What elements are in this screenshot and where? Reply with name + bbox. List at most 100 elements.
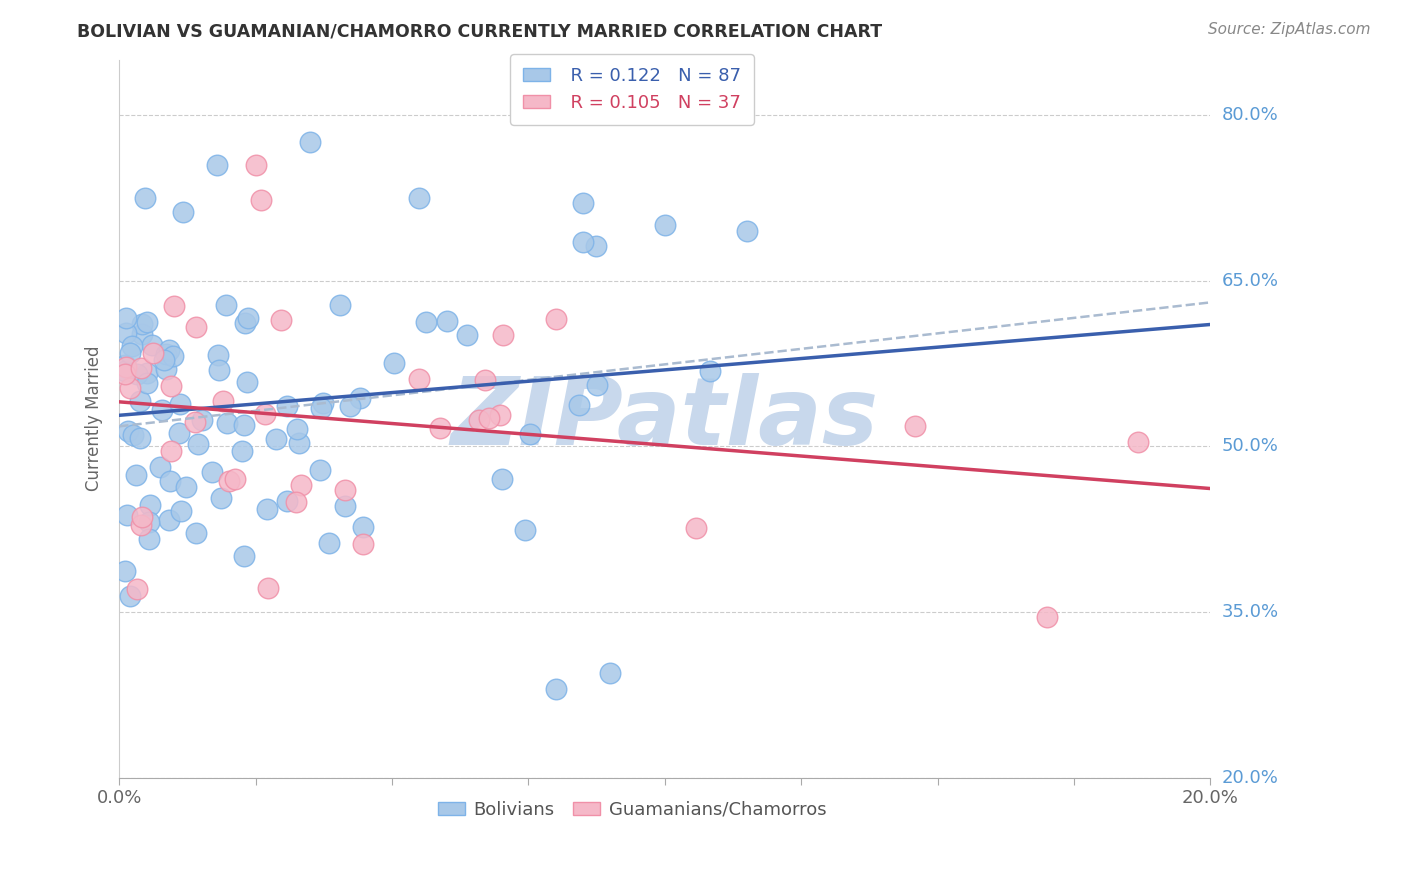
Point (186, 525, 208, 540)
Point (249, 193, 271, 207)
Point (215, 298, 238, 312)
Point (114, 311, 136, 326)
Point (118, 589, 141, 603)
Point (218, 475, 240, 489)
Point (169, 397, 191, 411)
Point (352, 537, 374, 551)
Text: BOLIVIAN VS GUAMANIAN/CHAMORRO CURRENTLY MARRIED CORRELATION CHART: BOLIVIAN VS GUAMANIAN/CHAMORRO CURRENTLY… (77, 22, 883, 40)
Point (236, 376, 259, 390)
Point (256, 502, 278, 516)
Point (284, 494, 307, 508)
Point (415, 315, 437, 329)
Point (285, 422, 308, 436)
Text: 65.0%: 65.0% (1222, 271, 1278, 290)
Text: 80.0%: 80.0% (1222, 106, 1278, 124)
Point (187, 437, 209, 451)
Point (138, 532, 160, 546)
Point (163, 299, 186, 313)
Point (160, 444, 183, 458)
Point (155, 347, 177, 361)
Point (149, 459, 172, 474)
Point (699, 364, 721, 378)
Point (183, 415, 205, 429)
Text: 20.0%: 20.0% (1222, 769, 1278, 787)
Point (299, 136, 322, 150)
Point (544, 312, 567, 326)
Point (122, 428, 145, 442)
Point (207, 157, 229, 171)
Point (232, 549, 254, 563)
Point (257, 582, 280, 596)
Point (254, 407, 277, 421)
Point (114, 359, 136, 373)
Point (408, 372, 430, 386)
Point (162, 349, 184, 363)
Text: Source: ZipAtlas.com: Source: ZipAtlas.com (1208, 22, 1371, 37)
Point (136, 376, 159, 390)
Point (152, 402, 174, 417)
Point (1128, 434, 1150, 449)
Point (685, 521, 707, 535)
Point (474, 373, 496, 387)
Point (135, 367, 157, 381)
Point (125, 367, 148, 381)
Point (238, 311, 260, 326)
Point (191, 413, 214, 427)
Point (186, 319, 208, 334)
Text: ZIPatlas: ZIPatlas (451, 373, 879, 465)
Point (233, 316, 256, 330)
Point (129, 431, 152, 445)
Point (436, 314, 458, 328)
Point (735, 224, 758, 238)
Point (309, 401, 332, 415)
Point (276, 494, 298, 508)
Point (456, 327, 478, 342)
Point (114, 564, 136, 578)
Point (333, 483, 356, 498)
Point (266, 432, 288, 446)
Point (169, 425, 191, 440)
Point (544, 682, 567, 697)
Point (129, 360, 152, 375)
Point (131, 326, 153, 341)
Point (478, 411, 501, 425)
Point (211, 394, 233, 409)
Point (160, 379, 183, 393)
Point (290, 478, 312, 492)
Point (157, 513, 180, 527)
Point (245, 157, 267, 171)
Point (153, 352, 176, 367)
Point (114, 326, 136, 341)
Point (586, 378, 609, 392)
Point (382, 356, 405, 370)
Point (568, 398, 591, 412)
Point (318, 536, 340, 550)
Point (118, 381, 141, 395)
Point (209, 491, 232, 505)
Point (138, 498, 160, 512)
Text: 50.0%: 50.0% (1222, 437, 1278, 455)
Point (141, 338, 163, 352)
Point (349, 391, 371, 405)
Point (121, 338, 143, 352)
Point (131, 510, 153, 524)
Point (329, 298, 352, 312)
Point (128, 394, 150, 409)
Point (155, 361, 177, 376)
Point (217, 416, 239, 430)
Point (115, 359, 138, 374)
Point (408, 191, 430, 205)
Point (519, 427, 541, 442)
Point (138, 515, 160, 529)
Point (125, 468, 148, 483)
Point (114, 367, 136, 381)
Point (1035, 610, 1057, 624)
Point (904, 419, 927, 434)
Point (172, 205, 194, 219)
Point (135, 315, 157, 329)
Point (157, 343, 180, 358)
Point (288, 436, 311, 450)
Point (201, 465, 224, 479)
Point (572, 196, 595, 211)
Point (125, 582, 148, 596)
